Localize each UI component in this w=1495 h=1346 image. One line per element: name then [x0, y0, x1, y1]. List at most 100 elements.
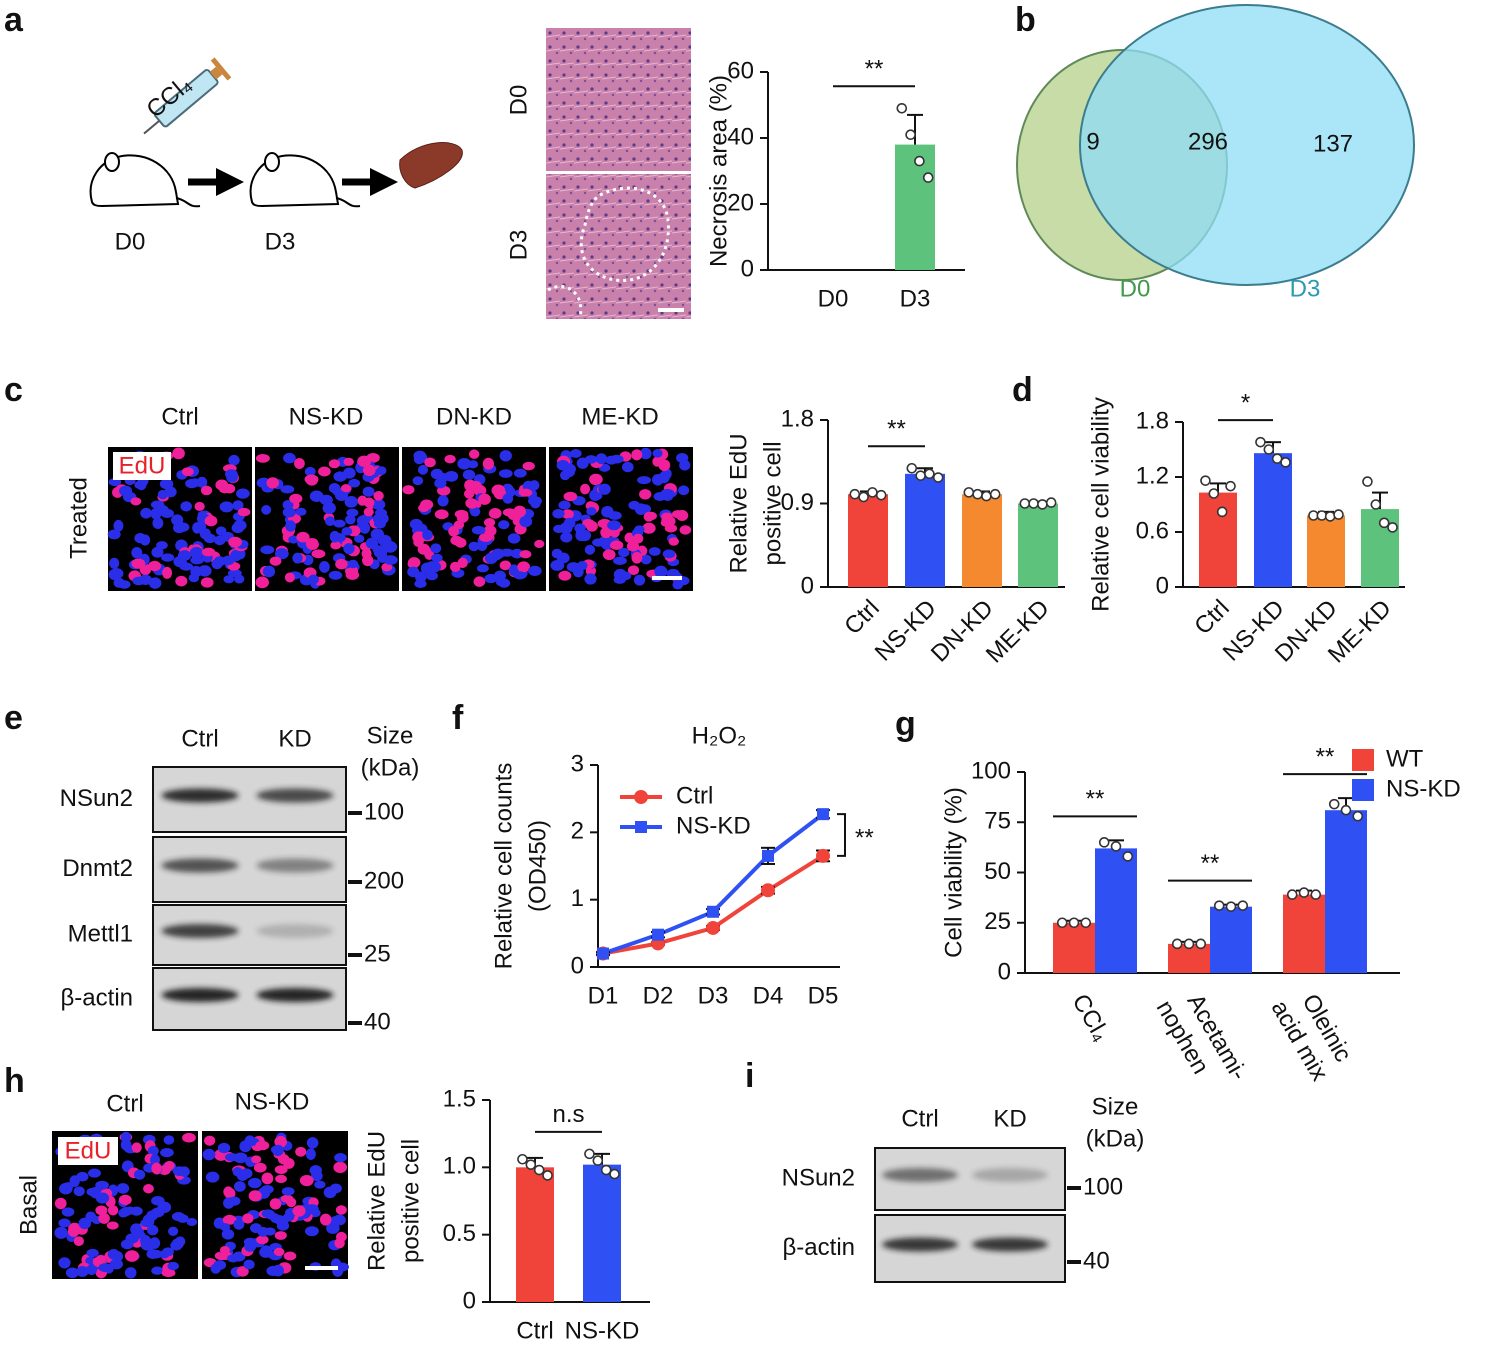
nucleus — [448, 526, 459, 537]
nucleus — [161, 553, 175, 562]
nucleus — [242, 1213, 254, 1224]
x-tick-label: Oleinicacid mix — [1265, 981, 1358, 1086]
nucleus — [274, 1135, 287, 1148]
bar — [1199, 492, 1237, 587]
mouse-icon — [249, 152, 361, 208]
nucleus — [152, 517, 164, 529]
nucleus — [282, 1212, 295, 1222]
nucleus — [247, 1177, 262, 1189]
nucleus — [269, 1198, 282, 1210]
y-tick-label: 0 — [463, 1287, 476, 1314]
nucleus — [275, 1174, 287, 1184]
size-value: 100 — [364, 798, 404, 825]
data-point — [1080, 917, 1092, 929]
nucleus — [219, 1246, 230, 1255]
nucleus — [488, 508, 502, 519]
x-tick-label: D0 — [818, 285, 849, 312]
nucleus — [507, 533, 521, 544]
nucleus — [284, 572, 295, 583]
panel-letter: b — [1015, 1, 1036, 39]
nucleus — [86, 1248, 99, 1258]
nucleus — [186, 1217, 198, 1227]
nucleus — [107, 1249, 120, 1260]
nucleus — [319, 561, 330, 573]
nucleus — [534, 539, 545, 549]
data-point — [1183, 938, 1195, 950]
nucleus — [330, 541, 342, 550]
legend-swatch — [1352, 749, 1374, 771]
nucleus — [345, 514, 356, 525]
nucleus — [333, 1161, 348, 1174]
nucleus — [334, 1237, 345, 1249]
nucleus — [418, 503, 430, 513]
data-point — [1019, 498, 1031, 509]
nucleus — [621, 461, 634, 473]
nucleus — [113, 577, 125, 588]
nucleus — [182, 1132, 196, 1143]
nucleus — [164, 1160, 175, 1171]
necrosis-outline — [547, 186, 670, 319]
nucleus — [225, 1153, 239, 1162]
nucleus — [308, 574, 319, 585]
nucleus — [262, 565, 276, 578]
nucleus — [237, 507, 251, 517]
microscopy-row: EdU — [107, 447, 693, 591]
y-tick-label: 75 — [984, 808, 1011, 835]
nucleus — [612, 556, 627, 565]
nucleus — [171, 514, 184, 526]
y-tick-label: 1.5 — [443, 1085, 476, 1112]
nucleus — [449, 561, 461, 572]
nucleus — [219, 485, 231, 494]
nucleus — [76, 1266, 89, 1277]
x-tick-label: D3 — [698, 982, 729, 1009]
line-marker — [762, 849, 774, 862]
nucleus — [240, 1168, 253, 1179]
nucleus — [631, 551, 643, 564]
nucleus — [130, 1223, 143, 1236]
nucleus — [200, 577, 214, 588]
data-point — [1045, 497, 1057, 508]
nucleus — [148, 577, 162, 589]
histology-image — [546, 28, 691, 171]
data-point — [1098, 837, 1110, 848]
significance-label: ** — [1316, 743, 1335, 770]
nucleus — [282, 507, 296, 518]
bar — [895, 144, 935, 270]
y-axis-label: positive cell — [759, 441, 786, 565]
panel-letter: i — [745, 1057, 754, 1095]
nucleus — [215, 526, 227, 536]
nucleus — [120, 1239, 134, 1250]
nucleus — [618, 547, 630, 558]
nucleus — [632, 533, 644, 544]
microscopy-row: EdU — [52, 1131, 349, 1279]
data-point — [1208, 488, 1220, 499]
nucleus — [519, 550, 532, 559]
data-point — [1225, 901, 1237, 912]
nucleus — [362, 486, 375, 497]
x-tick-label: ME-KD — [981, 595, 1055, 669]
nucleus — [95, 1180, 109, 1190]
nucleus — [482, 457, 495, 470]
nucleus — [204, 515, 218, 527]
data-point — [905, 129, 916, 140]
nucleus — [304, 474, 319, 484]
nucleus — [407, 557, 421, 568]
nucleus — [304, 1226, 319, 1237]
x-tick-label: D3 — [900, 285, 931, 312]
y-tick-label: 3 — [571, 750, 584, 777]
nucleus — [107, 1205, 119, 1216]
nucleus — [437, 495, 449, 507]
nucleus — [157, 489, 168, 500]
nucleus — [194, 501, 205, 511]
data-point — [1324, 511, 1336, 522]
nucleus — [618, 571, 632, 581]
y-tick-label: 0 — [741, 255, 754, 282]
nucleus — [359, 522, 371, 534]
nucleus — [124, 1267, 137, 1279]
y-tick-label: 0 — [801, 572, 814, 599]
bar — [1254, 453, 1292, 587]
nucleus — [552, 508, 565, 519]
nucleus — [343, 467, 356, 479]
data-point — [1328, 798, 1340, 810]
